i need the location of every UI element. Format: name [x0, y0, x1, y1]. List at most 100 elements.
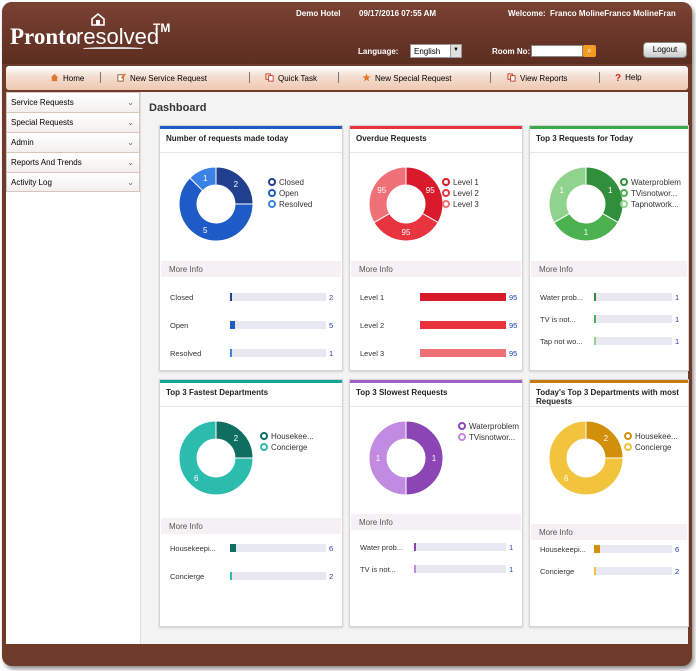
legend-item[interactable]: Concierge — [624, 443, 678, 454]
donut-slice-label: 2 — [234, 180, 239, 189]
legend-item[interactable]: Level 1 — [442, 178, 479, 189]
bar-fill[interactable] — [594, 337, 596, 345]
chevron-down-icon: ⌄ — [127, 158, 134, 167]
bar-track — [230, 544, 326, 552]
nav-new-special-request[interactable]: New Special Request — [362, 73, 451, 83]
legend-item[interactable]: Concierge — [260, 443, 314, 454]
sidebar-item-label: Activity Log — [11, 178, 52, 187]
legend-label: TVisnotwor... — [631, 189, 678, 198]
legend-item[interactable]: Housekee... — [260, 432, 314, 443]
more-info-link[interactable]: More Info — [161, 261, 341, 277]
legend-item[interactable]: Waterproblem — [620, 178, 681, 189]
donut-slice[interactable] — [405, 166, 444, 224]
more-info-link[interactable]: More Info — [531, 261, 687, 277]
legend-item[interactable]: Level 2 — [442, 189, 479, 200]
donut-slice[interactable] — [178, 177, 254, 242]
legend-item[interactable]: Tapnotwork... — [620, 200, 681, 211]
page-title: Dashboard — [149, 102, 207, 114]
donut-slice[interactable] — [178, 420, 254, 496]
legend-label: Open — [279, 189, 299, 198]
more-info-link[interactable]: More Info — [531, 524, 687, 540]
bar-fill[interactable] — [420, 321, 506, 329]
legend-item[interactable]: Housekee... — [624, 432, 678, 443]
bar-value: 95 — [509, 349, 518, 358]
legend-label: Tapnotwork... — [631, 200, 679, 209]
bar-fill[interactable] — [230, 572, 232, 580]
bar-fill[interactable] — [594, 545, 601, 553]
bar-fill[interactable] — [594, 567, 596, 575]
room-number-input[interactable] — [531, 45, 583, 57]
bar-fill[interactable] — [420, 349, 506, 357]
bar-track — [594, 315, 672, 323]
legend-label: Waterproblem — [631, 178, 681, 187]
donut-slice[interactable] — [189, 166, 217, 192]
legend-marker-icon — [442, 200, 450, 208]
card-title: Top 3 Requests for Today — [530, 129, 688, 153]
legend-item[interactable]: Closed — [268, 178, 312, 189]
nav-quick-task[interactable]: Quick Task — [265, 73, 317, 83]
legend-item[interactable]: Resolved — [268, 200, 312, 211]
more-info-link[interactable]: More Info — [351, 261, 521, 277]
bar-fill[interactable] — [594, 293, 596, 301]
logout-button[interactable]: Logout — [643, 42, 687, 58]
nav-help[interactable]: ? Help — [615, 73, 642, 84]
legend-marker-icon — [620, 200, 628, 208]
bar-row: Level 1 95 — [350, 292, 522, 304]
legend-label: Resolved — [279, 200, 313, 209]
donut-slice-label: 1 — [432, 454, 437, 463]
chart-legend: Closed Open Resolved — [268, 178, 312, 211]
chart-legend: Housekee... Concierge — [260, 432, 314, 454]
donut-slice[interactable] — [405, 420, 444, 496]
card-title: Top 3 Slowest Requests — [350, 383, 522, 407]
dashboard-card: Top 3 Requests for Today 1 1 1 Waterproblem T… — [529, 125, 689, 371]
sidebar-item-reports-and-trends[interactable]: Reports And Trends ⌄ — [6, 152, 140, 172]
bar-row: Open 5 — [160, 320, 342, 332]
nav-new-service-request[interactable]: New Service Request — [117, 73, 207, 83]
bar-fill[interactable] — [420, 293, 506, 301]
donut-slice[interactable] — [368, 166, 407, 224]
donut-slice[interactable] — [373, 212, 439, 242]
main-content: Service Requests ⌄ Special Requests ⌄ Admi… — [6, 92, 689, 644]
legend-item[interactable]: TVisnotwor... — [458, 433, 519, 444]
card-title: Today's Top 3 Departments with most Requ… — [530, 383, 688, 407]
bar-track — [594, 567, 672, 575]
sidebar-item-activity-log[interactable]: Activity Log ⌄ — [6, 172, 140, 192]
more-info-link[interactable]: More Info — [161, 518, 341, 534]
donut-slice[interactable] — [585, 166, 624, 224]
bar-fill[interactable] — [230, 349, 232, 357]
legend-label: Concierge — [271, 443, 308, 452]
sidebar-item-admin[interactable]: Admin ⌄ — [6, 132, 140, 152]
nav-view-reports[interactable]: View Reports — [507, 73, 567, 83]
room-search-button[interactable]: ⌕ — [583, 45, 596, 57]
donut-slice[interactable] — [368, 420, 407, 496]
bar-value: 95 — [509, 321, 518, 330]
bar-fill[interactable] — [230, 321, 235, 329]
donut-slice[interactable] — [548, 420, 624, 496]
nav-home[interactable]: Home — [50, 73, 84, 83]
bar-label: Level 2 — [360, 321, 385, 330]
legend-item[interactable]: Level 3 — [442, 200, 479, 211]
bar-fill[interactable] — [414, 543, 416, 551]
bar-track — [230, 572, 326, 580]
donut-slice[interactable] — [548, 166, 587, 224]
bar-fill[interactable] — [414, 565, 416, 573]
donut-slice-label: 1 — [203, 174, 208, 183]
dashboard-card: Number of requests made today 2 5 1 Closed Op… — [159, 125, 343, 371]
more-info-link[interactable]: More Info — [351, 514, 521, 530]
card-accent-bar — [160, 126, 342, 129]
legend-item[interactable]: TVisnotwor... — [620, 189, 681, 200]
bar-fill[interactable] — [230, 293, 232, 301]
bar-row: Water prob... 1 — [530, 292, 688, 304]
dashboard-card: Overdue Requests 95 95 95 Level 1 Level 2 Leve… — [349, 125, 523, 371]
sidebar-item-special-requests[interactable]: Special Requests ⌄ — [6, 112, 140, 132]
bar-fill[interactable] — [594, 315, 596, 323]
donut-slice[interactable] — [553, 212, 619, 242]
bar-fill[interactable] — [230, 544, 236, 552]
legend-item[interactable]: Waterproblem — [458, 422, 519, 433]
legend-item[interactable]: Open — [268, 189, 312, 200]
sidebar-item-service-requests[interactable]: Service Requests ⌄ — [6, 92, 140, 112]
donut-slice-label: 1 — [608, 186, 613, 195]
bar-label: Housekeepi... — [540, 545, 586, 554]
star-icon — [362, 73, 371, 82]
language-select[interactable]: English ▼ — [410, 44, 462, 58]
